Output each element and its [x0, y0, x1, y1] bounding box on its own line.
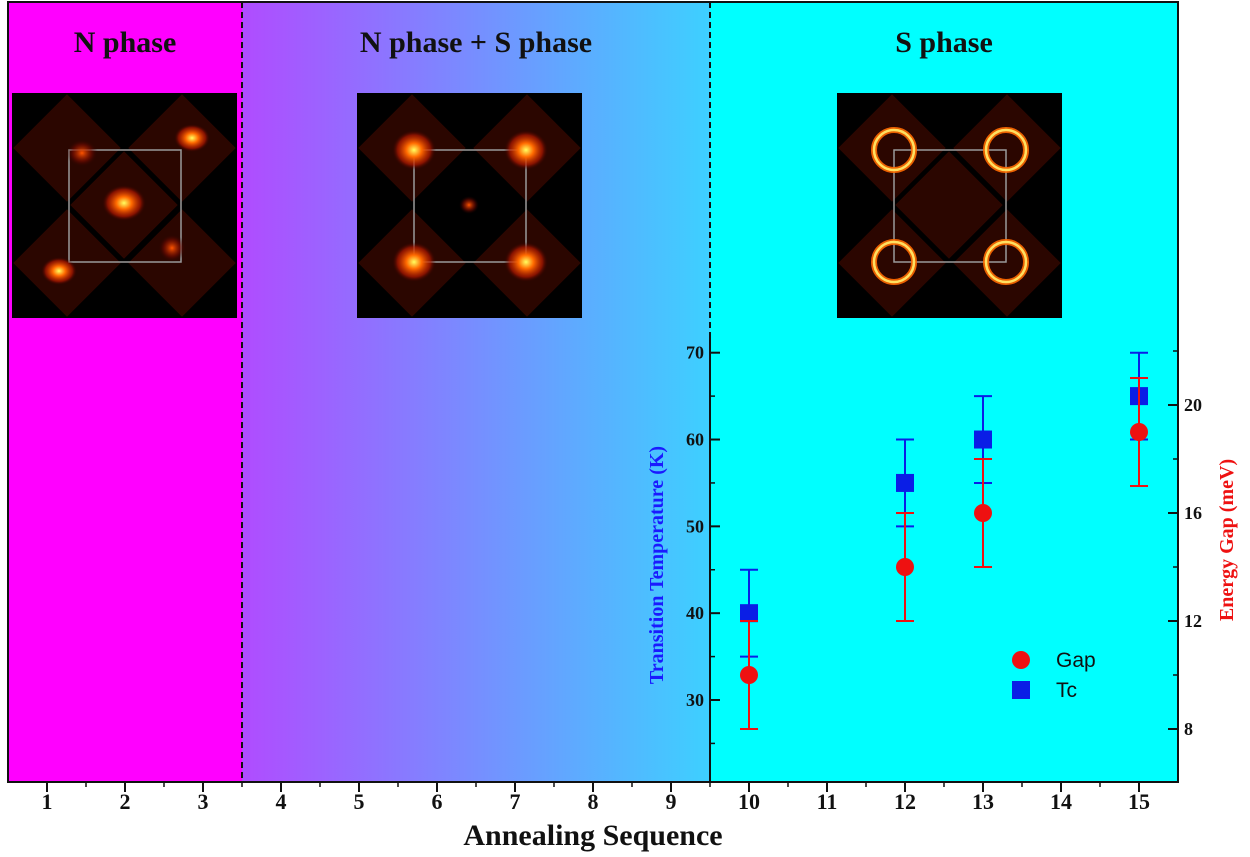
tc-marker — [740, 604, 758, 623]
gap-marker — [974, 504, 992, 522]
diffraction-insets — [12, 93, 1062, 318]
left-y-tick-label: 60 — [686, 430, 704, 450]
diffraction-spot — [41, 257, 77, 285]
legend-gap-marker — [1012, 651, 1030, 669]
tc-marker — [896, 473, 914, 492]
diffraction-ring — [872, 128, 916, 172]
inset-frame — [68, 149, 182, 263]
x-axis-label: Annealing Sequence — [463, 819, 722, 852]
diffraction-inset-1 — [12, 93, 237, 318]
tc-marker — [974, 430, 992, 449]
x-tick-label: 1 — [42, 789, 53, 814]
gap-point — [974, 458, 992, 568]
diffraction-spot — [66, 139, 98, 167]
right-y-axis-label: Energy Gap (meV) — [1216, 459, 1238, 621]
x-tick-label: 6 — [432, 789, 443, 814]
inset-frame — [413, 149, 527, 263]
gap-point — [896, 512, 914, 622]
phase-label: S phase — [895, 26, 993, 59]
right-y-tick-label: 12 — [1184, 611, 1202, 631]
diffraction-spot — [459, 196, 479, 214]
x-tick-label: 2 — [120, 789, 131, 814]
x-tick-label: 8 — [588, 789, 599, 814]
left-y-tick-label: 70 — [686, 343, 704, 363]
gap-point — [740, 620, 758, 730]
x-tick-label: 13 — [972, 789, 994, 814]
diffraction-spot — [504, 242, 548, 282]
diffraction-inset-2 — [357, 93, 582, 318]
inset-tile — [838, 94, 946, 202]
inset-frame — [893, 149, 1007, 263]
diffraction-spot — [504, 130, 548, 170]
diffraction-spot — [392, 130, 436, 170]
x-tick-label: 11 — [817, 789, 838, 814]
legend-label: Gap — [1056, 649, 1096, 672]
inset-tile — [895, 151, 1003, 259]
x-tick-label: 15 — [1128, 789, 1150, 814]
x-tick-label: 3 — [198, 789, 209, 814]
x-tick-label: 10 — [738, 789, 760, 814]
x-tick-label: 7 — [510, 789, 521, 814]
chart-legend: Gap Tc — [1012, 649, 1096, 702]
diffraction-spot — [102, 185, 146, 221]
diffraction-spot — [158, 234, 186, 262]
diffraction-spot — [174, 124, 210, 152]
diffraction-ring — [984, 128, 1028, 172]
x-tick-label: 9 — [666, 789, 677, 814]
diffraction-ring — [984, 240, 1028, 284]
right-y-tick-label: 20 — [1184, 395, 1202, 415]
x-tick-label: 4 — [276, 789, 287, 814]
left-y-axis-label: Transition Temperature (K) — [646, 446, 668, 684]
inset-tile — [838, 209, 946, 317]
left-y-tick-label: 50 — [686, 516, 704, 536]
legend-tc-marker — [1012, 681, 1030, 699]
diffraction-ring — [872, 240, 916, 284]
diffraction-inset-3 — [837, 93, 1062, 318]
x-tick-label: 14 — [1050, 789, 1072, 814]
right-y-tick-label: 16 — [1184, 503, 1202, 523]
chart-data-marks — [740, 351, 1148, 730]
gap-marker — [896, 558, 914, 576]
inset-tile — [128, 209, 236, 317]
gap-marker — [740, 666, 758, 684]
gap-marker — [1130, 423, 1148, 441]
phase-label: N phase — [74, 26, 177, 59]
x-tick-label: 12 — [894, 789, 916, 814]
diffraction-spot — [392, 242, 436, 282]
left-y-tick-label: 30 — [686, 690, 704, 710]
right-y-tick-label: 8 — [1184, 719, 1193, 739]
gap-point — [1130, 377, 1148, 487]
inset-tile — [13, 94, 121, 202]
x-tick-label: 5 — [354, 789, 365, 814]
phase-label: N phase + S phase — [360, 26, 592, 59]
legend-label: Tc — [1056, 679, 1077, 702]
left-y-tick-label: 40 — [686, 603, 704, 623]
